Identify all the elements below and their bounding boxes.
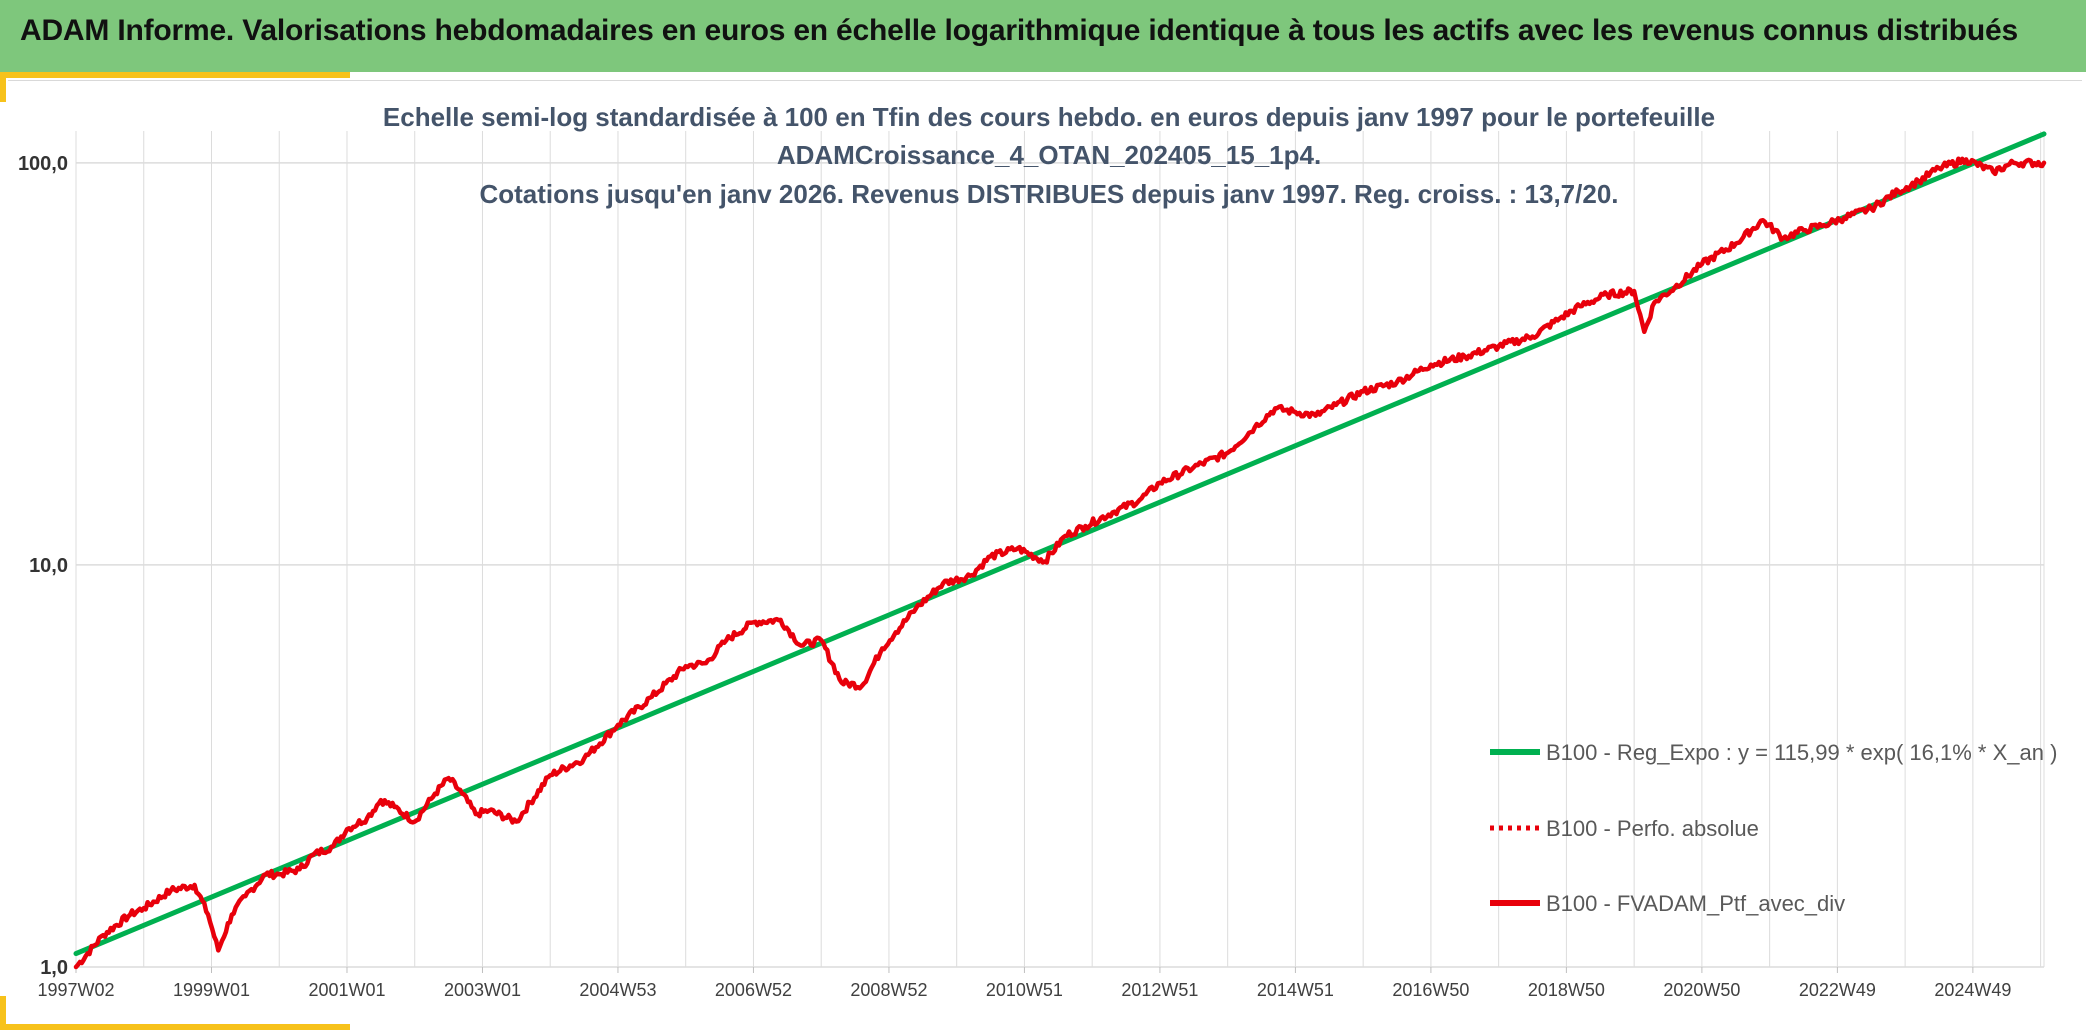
legend-label-regression: B100 - Reg_Expo : y = 115,99 * exp( 16,1… — [1546, 740, 2057, 765]
chart-title-line-1: Echelle semi-log standardisée à 100 en T… — [383, 102, 1715, 132]
x-tick-label: 1999W01 — [173, 980, 250, 1000]
chart-title-line-2: ADAMCroissance_4_OTAN_202405_15_1p4. — [777, 140, 1321, 170]
header-bar: ADAM Informe. Valorisations hebdomadaire… — [0, 0, 2086, 72]
x-tick-label: 2024W49 — [1934, 980, 2011, 1000]
x-tick-label: 2012W51 — [1121, 980, 1198, 1000]
y-tick-label: 10,0 — [29, 555, 68, 577]
x-tick-label: 2022W49 — [1799, 980, 1876, 1000]
x-tick-label: 2014W51 — [1257, 980, 1334, 1000]
accent-bar-left-bottom — [0, 996, 6, 1030]
accent-bar-top — [0, 72, 350, 78]
accent-bar-left-top — [0, 72, 6, 102]
legend-label-portfolio: B100 - FVADAM_Ptf_avec_div — [1546, 891, 1845, 916]
x-tick-label: 2010W51 — [986, 980, 1063, 1000]
x-tick-label: 2001W01 — [308, 980, 385, 1000]
x-tick-label: 2008W52 — [850, 980, 927, 1000]
legend: B100 - Reg_Expo : y = 115,99 * exp( 16,1… — [1490, 740, 2057, 916]
x-tick-label: 2003W01 — [444, 980, 521, 1000]
chart-frame: Echelle semi-log standardisée à 100 en T… — [8, 80, 2082, 1029]
chart: Echelle semi-log standardisée à 100 en T… — [18, 102, 2057, 1000]
y-tick-label: 100,0 — [18, 153, 68, 175]
x-tick-label: 2006W52 — [715, 980, 792, 1000]
x-tick-label: 2016W50 — [1392, 980, 1469, 1000]
accent-bar-bottom — [0, 1024, 350, 1030]
x-tick-label: 2020W50 — [1663, 980, 1740, 1000]
series-portfolio-line — [73, 156, 2047, 970]
page-title: ADAM Informe. Valorisations hebdomadaire… — [20, 14, 2018, 47]
x-tick-label: 1997W02 — [37, 980, 114, 1000]
series — [73, 131, 2047, 970]
y-tick-label: 1,0 — [40, 957, 68, 979]
x-axis: 1997W02 1999W01 2001W01 2003W01 2004W53 2006W… — [37, 967, 2011, 1000]
x-tick-label: 2018W50 — [1528, 980, 1605, 1000]
y-axis: 1,0 10,0 100,0 — [18, 153, 68, 979]
x-tick-label: 2004W53 — [579, 980, 656, 1000]
chart-title-line-3: Cotations jusqu'en janv 2026. Revenus DI… — [479, 179, 1618, 209]
legend-label-perfo-absolue: B100 - Perfo. absolue — [1546, 816, 1759, 841]
